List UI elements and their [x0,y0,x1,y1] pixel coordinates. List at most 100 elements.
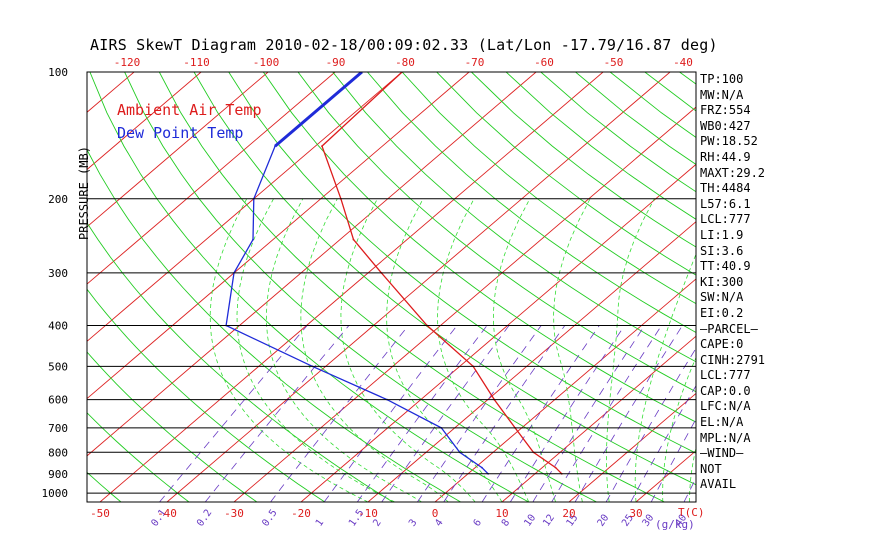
y-axis-label: PRESSURE (MB) [77,146,91,240]
index-item: SI:3.6 [700,243,744,258]
mixing-ratio-label: 3 [407,517,419,528]
index-item: FRZ:554 [700,103,751,118]
mixing-ratio-label: 2 [371,517,383,528]
top-temperature-tick: -80 [395,56,415,69]
sounding-indices-list: TP:100 MW:N/A FRZ:554 WB0:427 PW:18.52 R… [700,72,865,493]
index-item: CAP:0.0 [700,383,751,398]
index-item: SW:N/A [700,290,744,305]
index-item: TH:4484 [700,181,751,196]
ambient-temp-point [554,466,557,469]
mixing-ratio-line [650,418,696,502]
moist-adiabat-line [300,198,449,502]
y-tick-label: 900 [48,468,68,481]
isotherm-line [87,72,135,113]
dry-adiabat-line [89,72,529,502]
moist-adiabat-line [386,198,503,502]
dry-adiabat-line [297,72,696,393]
index-item: RH:44.9 [700,149,751,164]
isotherm-line [501,335,696,502]
isotherm-line [87,72,202,171]
isotherm-line [99,72,604,502]
dry-adiabat-line [401,72,696,305]
bottom-temperature-tick: -50 [90,507,110,520]
bottom-temperature-tick: 20 [562,507,575,520]
x-axis-label: T(C) [678,506,705,519]
top-temperature-tick: -60 [534,56,554,69]
dry-adiabat-line [87,351,258,502]
index-item: EI:0.2 [700,305,744,320]
top-temperature-tick: -90 [326,56,346,69]
dry-adiabat-line [193,72,696,486]
mixing-ratio-label: 0.2 [195,508,214,529]
top-temperature-tick: -100 [253,56,280,69]
mixing-ratio-label: 12 [541,513,557,529]
y-tick-label: 800 [48,446,68,459]
dry-adiabat-line [158,72,665,502]
dry-adiabat-line [124,72,597,502]
mixing-ratio-line [574,325,683,502]
isotherm-line [87,72,403,342]
index-item: LCL:777 [700,368,751,383]
moist-adiabat-line [265,198,422,502]
mixing-ratio-label: 10 [522,513,538,529]
bottom-temperature-tick: 10 [495,507,508,520]
index-item: KI:300 [700,274,744,289]
index-item: TT:40.9 [700,259,751,274]
top-temperature-tick: -50 [604,56,624,69]
index-item: CAPE:0 [700,337,744,352]
dry-adiabat-line [87,412,190,502]
index-item: CINH:2791 [700,352,766,367]
y-tick-label: 300 [48,267,68,280]
dry-adiabat-line [332,72,696,363]
plot-frame [86,71,697,503]
top-temperature-tick: -70 [465,56,485,69]
bottom-temperature-tick: 0 [432,507,439,520]
moist-adiabat-line [634,253,696,502]
index-item: PW:18.52 [700,134,758,149]
top-temperature-tick: -110 [183,56,210,69]
chart-title: AIRS SkewT Diagram 2010-02-18/00:09:02.3… [90,36,718,54]
dry-adiabat-line [436,72,696,276]
mixing-ratio-line [270,325,409,502]
mixing-ratio-line [532,325,646,502]
y-tick-label: 600 [48,394,68,407]
bottom-temperature-tick: -30 [224,507,244,520]
dry-adiabat-line [471,72,696,248]
mixing-ratio-line [509,325,625,502]
index-item: —PARCEL— [700,321,758,336]
bottom-temperature-tick: -20 [291,507,311,520]
legend-ambient-air-temp: Ambient Air Temp [117,101,262,119]
index-item: TP:100 [700,72,744,86]
mixing-ratio-line [443,325,566,502]
isotherm-line [87,72,470,400]
moist-adiabat-line [605,198,655,502]
mixing-ratio-line [605,347,696,502]
mixing-ratio-label: 4 [433,517,445,528]
isotherm-line [166,72,671,502]
index-item: AVAIL [700,477,737,492]
ambient-temp-point [321,145,323,148]
index-item: MAXT:29.2 [700,165,766,180]
index-item: MPL:N/A [700,430,751,445]
index-item: LI:1.9 [700,227,744,242]
dry-adiabat-line [367,72,696,334]
dry-adiabat-line [87,222,394,502]
isotherm-line [0,72,67,502]
moist-adiabat-line [340,198,476,502]
index-item: WB0:427 [700,118,751,133]
bottom-temperature-tick: -40 [157,507,177,520]
index-item: LFC:N/A [700,399,751,414]
isotherm-line [434,278,696,502]
mixing-ratio-unit: (g/kg) [655,518,695,531]
bottom-temperature-tick: -10 [358,507,378,520]
mixing-ratio-line [630,384,696,502]
grid-lines [0,72,696,502]
dry-adiabat-line [87,148,461,502]
isotherm-line [300,163,696,502]
mixing-ratio-line [323,325,458,502]
index-item: LCL:777 [700,212,751,227]
y-tick-label: 100 [48,66,68,79]
mixing-ratio-label: 20 [596,513,612,529]
moist-adiabat-line [553,198,591,502]
